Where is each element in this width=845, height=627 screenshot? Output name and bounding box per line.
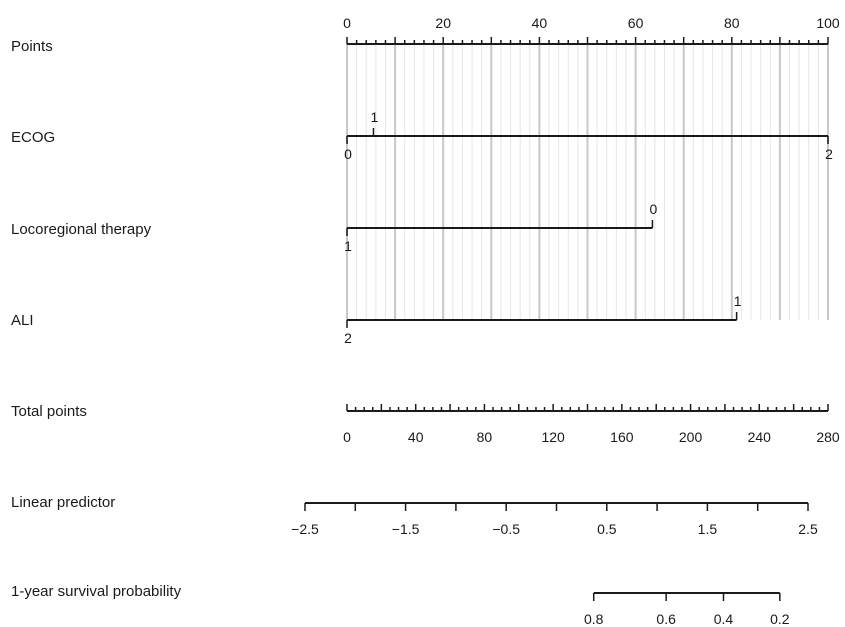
total-points-tick-label: 0 (343, 429, 351, 445)
points-tick-label: 80 (724, 15, 740, 31)
linear-predictor-tick-label: 1.5 (698, 521, 718, 537)
total-points-tick-label: 160 (610, 429, 634, 445)
total-points-tick-label: 80 (477, 429, 493, 445)
ecog-level-label: 1 (371, 109, 379, 125)
row-labels: Points ECOG Locoregional therapy ALI Tot… (11, 38, 182, 600)
total-points-tick-label: 120 (541, 429, 565, 445)
ali-level-label: 1 (734, 293, 742, 309)
survival-probability-tick-label: 0.2 (770, 611, 790, 627)
survival-probability-tick-label: 0.6 (656, 611, 676, 627)
linear-predictor-tick-label: −2.5 (291, 521, 319, 537)
total-points-tick-label: 200 (679, 429, 703, 445)
points-gridlines (346, 44, 829, 320)
survival-probability-row-label: 1-year survival probability (11, 583, 182, 600)
total-points-tick-label: 280 (816, 429, 840, 445)
linear-predictor-tick-label: 0.5 (597, 521, 617, 537)
linear-predictor-tick-label: −0.5 (492, 521, 520, 537)
locoregional-therapy-level-label: 0 (650, 201, 658, 217)
survival-probability-tick-label: 0.8 (584, 611, 604, 627)
ecog-level-label: 2 (825, 146, 833, 162)
points-tick-label: 60 (628, 15, 644, 31)
nomogram-axes: 0 20 40 60 80 100 0 1 2 1 0 2 1 0 40 80 120 160 200 240 280 −… (291, 15, 840, 627)
locoregional-therapy-row-label: Locoregional therapy (11, 221, 152, 238)
ecog-row-label: ECOG (11, 129, 55, 146)
total-points-row-label: Total points (11, 403, 87, 420)
linear-predictor-row-label: Linear predictor (11, 494, 115, 511)
points-tick-label: 0 (343, 15, 351, 31)
ali-level-label: 2 (344, 330, 352, 346)
points-tick-label: 100 (816, 15, 840, 31)
points-tick-label: 20 (435, 15, 451, 31)
points-tick-label: 40 (532, 15, 548, 31)
linear-predictor-tick-label: 2.5 (798, 521, 818, 537)
locoregional-therapy-level-label: 1 (344, 238, 352, 254)
points-row-label: Points (11, 38, 53, 55)
total-points-tick-label: 40 (408, 429, 424, 445)
ecog-level-label: 0 (344, 146, 352, 162)
linear-predictor-tick-label: −1.5 (392, 521, 420, 537)
total-points-tick-label: 240 (748, 429, 772, 445)
ali-row-label: ALI (11, 312, 34, 329)
survival-probability-tick-label: 0.4 (714, 611, 734, 627)
